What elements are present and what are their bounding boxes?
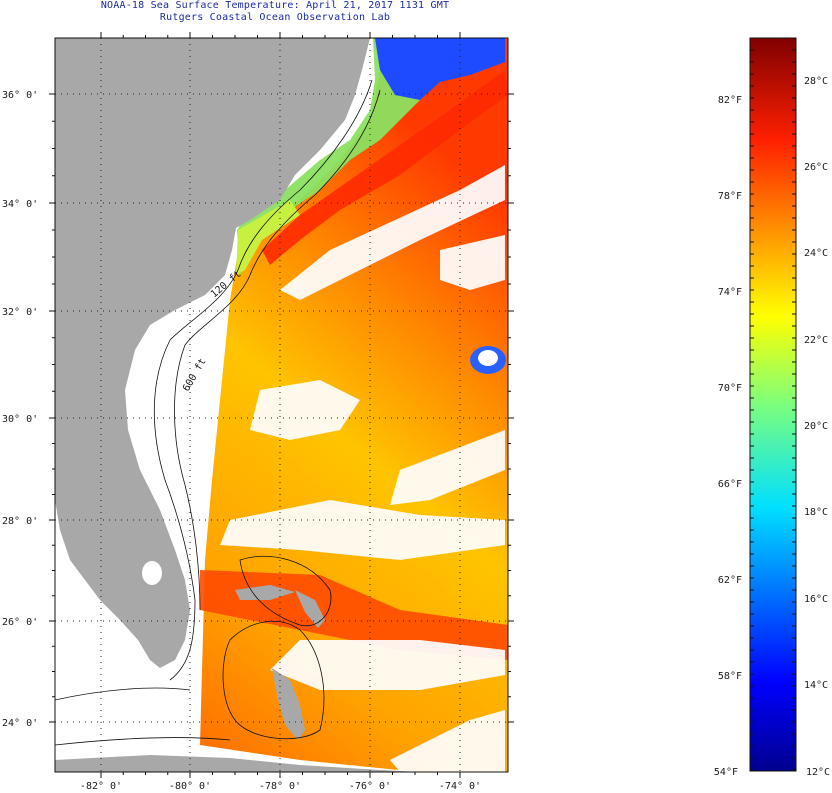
- isobath-contours: [55, 79, 381, 746]
- colorbar-f-62: 62°F: [718, 575, 742, 586]
- gulf-stream: [262, 70, 508, 265]
- map-title: NOAA-18 Sea Surface Temperature: April 2…: [100, 0, 450, 11]
- colorbar-c-26: 26°C: [804, 162, 828, 173]
- lon-label-74: -74° 0': [439, 781, 481, 792]
- cold-shelf-water: [236, 200, 300, 275]
- colorbar-c-24: 24°C: [804, 248, 828, 259]
- lat-label-24: 24° 0': [2, 718, 38, 729]
- graticule: [55, 38, 508, 772]
- map-ticks: [49, 32, 514, 778]
- colorbar-c-28: 28°C: [804, 76, 828, 87]
- lon-label-76: -76° 0': [349, 781, 391, 792]
- colorbar-f-70: 70°F: [718, 383, 742, 394]
- cold-water-north: [375, 38, 505, 100]
- lat-label-34: 34° 0': [2, 199, 38, 210]
- lat-label-28: 28° 0': [2, 516, 38, 527]
- colorbar-c-22: 22°C: [804, 335, 828, 346]
- colorbar-c-20: 20°C: [804, 421, 828, 432]
- lon-label-80: -80° 0': [169, 781, 211, 792]
- colorbar-f-78: 78°F: [718, 191, 742, 202]
- cloud-cover: [220, 165, 505, 772]
- colorbar-c-16: 16°C: [804, 594, 828, 605]
- colorbar-gradient: [750, 38, 796, 771]
- land-abaco: [295, 590, 325, 628]
- lat-label-32: 32° 0': [2, 307, 38, 318]
- map-subtitle: Rutgers Coastal Ocean Observation Lab: [159, 12, 391, 23]
- colorbar-f-58: 58°F: [718, 671, 742, 682]
- map-frame: [54, 37, 509, 773]
- cloud-patch: [478, 350, 498, 366]
- colorbar-ticks: [750, 37, 796, 771]
- colorbar-c-12: 12°C: [806, 767, 830, 778]
- colorbar-c-18: 18°C: [804, 507, 828, 518]
- colorbar-f-66: 66°F: [718, 479, 742, 490]
- colorbar-f-54: 54°F: [714, 767, 738, 778]
- colorbar-frame: [749, 37, 797, 772]
- colorbar-c-14: 14°C: [804, 680, 828, 691]
- map-content: [55, 38, 508, 772]
- lake-okeechobee: [142, 561, 162, 585]
- lat-label-36: 36° 0': [2, 90, 38, 101]
- land-cuba: [55, 755, 420, 772]
- colorbar-f-74: 74°F: [718, 287, 742, 298]
- lat-label-30: 30° 0': [2, 414, 38, 425]
- colorbar-f-82: 82°F: [718, 95, 742, 106]
- land-us-east: [55, 38, 370, 668]
- lon-label-82: -82° 0': [80, 781, 122, 792]
- lat-label-26: 26° 0': [2, 617, 38, 628]
- lon-label-78: -78° 0': [259, 781, 301, 792]
